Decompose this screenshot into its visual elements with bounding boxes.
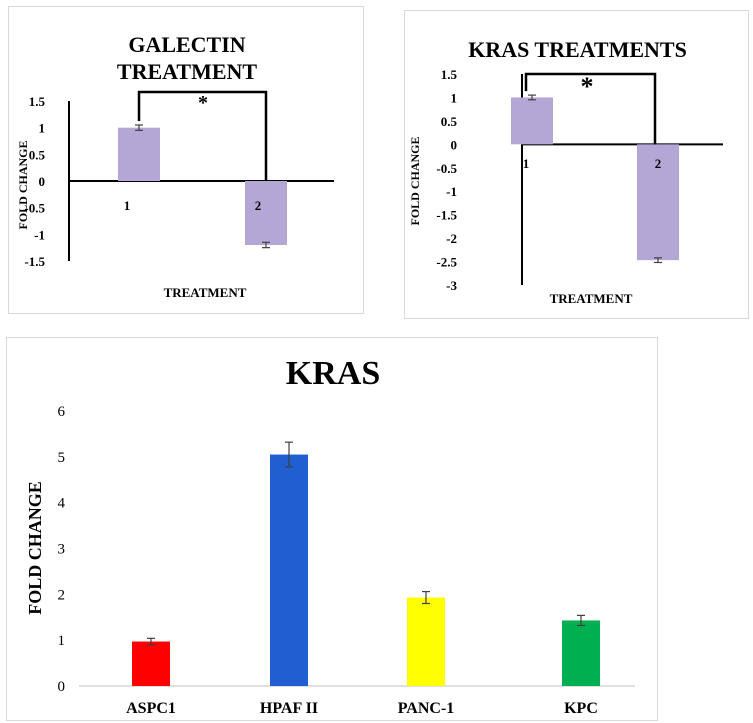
x-category-label: PANC-1 <box>398 700 455 717</box>
bar-1 <box>511 97 553 145</box>
y-tick-label: -1.5 <box>24 254 45 269</box>
galectin-treatment-chart-panel: GALECTIN TREATMENT 1.5 1 0.5 0 -0.5 -1 -1.5 FOLD … <box>8 6 364 314</box>
chart-title-line: KRAS TREATMENTS <box>468 37 687 62</box>
y-tick-label: 1.5 <box>29 94 46 109</box>
bar-PANC-1 <box>407 597 445 686</box>
x-axis-label: TREATMENT <box>550 291 633 306</box>
y-tick-label: -2.5 <box>436 255 457 270</box>
significance-marker: * <box>198 92 208 114</box>
y-axis-label: FOLD CHANGE <box>16 140 30 229</box>
y-tick-label: -2 <box>446 231 457 246</box>
kras-cell-lines-chart-panel: KRAS 0 1 2 3 4 5 6 FOLD CHANGE ASPC1 HPAF II PANC-1… <box>6 337 658 721</box>
y-tick-label: 0.5 <box>441 114 458 129</box>
p1-svg: GALECTINTREATMENT1.510.50-0.5-1-1.5FOLD … <box>16 32 334 300</box>
x-category-label: KPC <box>564 700 598 717</box>
x-category-label: HPAF II <box>260 700 318 717</box>
p3-svg: KRAS 0 1 2 3 4 5 6 FOLD CHANGE ASPC1 HPAF II PANC-1… <box>25 355 635 717</box>
y-tick-label: 6 <box>58 404 66 420</box>
significance-bracket <box>137 90 268 181</box>
y-tick-label: 0 <box>58 679 66 695</box>
y-tick-label: 2 <box>58 587 66 603</box>
y-tick-label: 0.5 <box>29 147 46 162</box>
bar-HPAF II <box>270 454 308 686</box>
y-tick-label: 1 <box>58 633 66 649</box>
bar-2 <box>637 144 679 261</box>
x-axis-label: TREATMENT <box>164 285 247 300</box>
bar-2 <box>245 181 287 245</box>
y-tick-label: 1.5 <box>441 67 458 82</box>
x-category-label: 2 <box>255 198 262 213</box>
chart-title-line: TREATMENT <box>117 59 257 84</box>
y-tick-label: 3 <box>58 542 66 558</box>
x-category-label: 1 <box>124 198 131 213</box>
x-category-label: 2 <box>655 156 662 171</box>
y-tick-label: 4 <box>58 496 66 512</box>
significance-marker: * <box>581 72 594 101</box>
y-tick-label: -1 <box>446 184 457 199</box>
y-tick-label: 1 <box>39 121 46 136</box>
y-tick-label: 0 <box>39 174 46 189</box>
y-tick-label: 0 <box>451 137 458 152</box>
bar-ASPC1 <box>132 641 170 686</box>
chart-title-line: KRAS <box>286 355 380 392</box>
y-tick-label: -1 <box>34 227 45 242</box>
y-axis-label: FOLD CHANGE <box>408 136 422 225</box>
chart-title-line: GALECTIN <box>128 32 245 57</box>
p2-svg: KRAS TREATMENTS 1.5 1 0.5 0 -0.5 -1 -1.5 -2 -2.5 -… <box>408 37 723 306</box>
y-tick-label: -1.5 <box>436 208 457 223</box>
y-tick-label: 1 <box>451 90 458 105</box>
y-tick-label: 5 <box>58 450 66 466</box>
y-tick-label: -3 <box>446 278 457 293</box>
bar-KPC <box>562 620 600 686</box>
x-category-label: ASPC1 <box>126 700 176 717</box>
significance-bracket <box>524 72 657 145</box>
y-axis-label: FOLD CHANGE <box>25 481 45 615</box>
y-tick-label: -0.5 <box>436 161 457 176</box>
x-category-label: 1 <box>523 156 530 171</box>
kras-treatments-chart-panel: KRAS TREATMENTS 1.5 1 0.5 0 -0.5 -1 -1.5 -2 -2.5 -… <box>404 10 749 319</box>
bar-1 <box>118 127 160 181</box>
y-tick-label: -0.5 <box>24 201 45 216</box>
